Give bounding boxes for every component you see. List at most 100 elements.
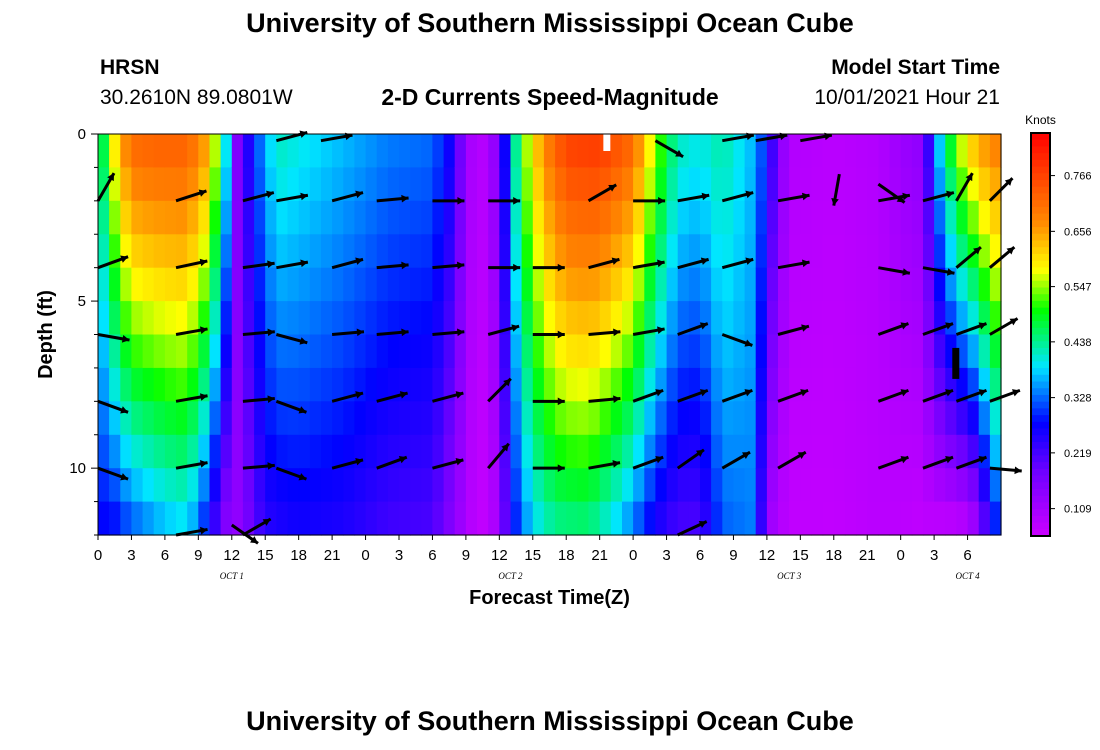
heatmap-cell bbox=[633, 267, 645, 302]
heatmap-cell bbox=[187, 301, 199, 336]
heatmap-cell bbox=[332, 267, 344, 302]
heatmap-cell bbox=[622, 367, 634, 402]
heatmap-cell bbox=[309, 401, 322, 436]
heatmap-cell bbox=[176, 234, 188, 269]
heatmap-cell bbox=[254, 401, 266, 436]
heatmap-cell bbox=[332, 301, 344, 336]
heatmap-cell bbox=[700, 468, 712, 503]
heatmap-cell bbox=[800, 434, 812, 469]
heatmap-cell bbox=[610, 134, 623, 168]
heatmap-cell bbox=[599, 401, 612, 436]
heatmap-cell bbox=[555, 334, 567, 369]
heatmap-cell bbox=[410, 134, 422, 168]
heatmap-cell bbox=[700, 367, 712, 402]
heatmap-cell bbox=[956, 200, 969, 235]
colorbar-swatch bbox=[1031, 341, 1050, 349]
x-tick-label: 12 bbox=[759, 547, 776, 564]
heatmap-cell bbox=[109, 367, 121, 402]
heatmap-cell bbox=[577, 134, 590, 168]
current-arrowhead bbox=[121, 335, 130, 343]
heatmap-cell bbox=[309, 367, 322, 402]
heatmap-cell bbox=[198, 234, 210, 269]
heatmap-cell bbox=[688, 234, 701, 269]
heatmap-cell bbox=[265, 200, 277, 235]
heatmap-cell bbox=[432, 401, 445, 436]
heatmap-cell bbox=[677, 434, 690, 469]
x-tick-label: 3 bbox=[930, 547, 938, 564]
heatmap-cell bbox=[376, 501, 389, 536]
heatmap-cell bbox=[677, 267, 690, 302]
heatmap-cell bbox=[131, 267, 144, 302]
heatmap-cell bbox=[465, 334, 478, 369]
heatmap-cell bbox=[867, 468, 879, 503]
heatmap-cell bbox=[443, 468, 456, 503]
heatmap-cell bbox=[354, 200, 367, 235]
heatmap-cell bbox=[532, 234, 545, 269]
heatmap-cell bbox=[844, 468, 857, 503]
heatmap-cell bbox=[911, 134, 924, 168]
heatmap-cell bbox=[98, 301, 110, 336]
heatmap-cell bbox=[677, 167, 690, 202]
heatmap-cell bbox=[967, 401, 980, 436]
heatmap-cell bbox=[343, 334, 355, 369]
heatmap-cell bbox=[577, 468, 590, 503]
heatmap-cell bbox=[599, 501, 612, 536]
heatmap-cell bbox=[399, 501, 411, 536]
heatmap-cell bbox=[722, 301, 734, 336]
heatmap-cell bbox=[231, 434, 244, 469]
heatmap-cell bbox=[276, 401, 289, 436]
heatmap-cell bbox=[465, 234, 478, 269]
heatmap-cell bbox=[142, 301, 155, 336]
heatmap-cell bbox=[923, 234, 935, 269]
heatmap-cell bbox=[677, 200, 690, 235]
heatmap-cell bbox=[432, 468, 445, 503]
heatmap-cell bbox=[421, 234, 433, 269]
heatmap-cell bbox=[811, 134, 824, 168]
heatmap-cell bbox=[700, 267, 712, 302]
heatmap-cell bbox=[622, 234, 634, 269]
heatmap-cell bbox=[644, 234, 656, 269]
heatmap-cell bbox=[209, 267, 222, 302]
heatmap-cell bbox=[332, 501, 344, 536]
heatmap-cell bbox=[176, 401, 188, 436]
heatmap-cell bbox=[432, 200, 445, 235]
heatmap-cell bbox=[700, 401, 712, 436]
heatmap-cell bbox=[644, 468, 656, 503]
heatmap-cell bbox=[343, 501, 355, 536]
colorbar-swatch bbox=[1031, 166, 1050, 174]
heatmap-cell bbox=[688, 200, 701, 235]
current-arrowhead bbox=[267, 395, 275, 403]
heatmap-cell bbox=[878, 301, 891, 336]
heatmap-cell bbox=[153, 334, 166, 369]
heatmap-cell bbox=[844, 200, 857, 235]
heatmap-cell bbox=[967, 200, 980, 235]
heatmap-cell bbox=[231, 167, 244, 202]
heatmap-cell bbox=[889, 167, 902, 202]
heatmap-cell bbox=[633, 501, 645, 536]
heatmap-cell bbox=[443, 401, 456, 436]
heatmap-cell bbox=[733, 200, 746, 235]
heatmap-cell bbox=[153, 267, 166, 302]
heatmap-cell bbox=[956, 234, 969, 269]
heatmap-cell bbox=[465, 134, 478, 168]
current-arrowhead bbox=[701, 192, 710, 201]
heatmap-cell bbox=[744, 367, 757, 402]
colorbar bbox=[1030, 132, 1051, 537]
heatmap-cell bbox=[332, 367, 344, 402]
heatmap-cell bbox=[209, 501, 222, 536]
current-arrowhead bbox=[902, 192, 910, 201]
heatmap-cell bbox=[321, 200, 333, 235]
heatmap-cell bbox=[833, 501, 846, 536]
heatmap-cell bbox=[889, 267, 902, 302]
heatmap-cell bbox=[722, 134, 734, 168]
heatmap-cell bbox=[934, 334, 946, 369]
heatmap-cell bbox=[521, 200, 534, 235]
heatmap-cell bbox=[688, 167, 701, 202]
heatmap-cell bbox=[432, 334, 445, 369]
current-arrowhead bbox=[455, 391, 464, 399]
heatmap-cell bbox=[276, 501, 289, 536]
heatmap-cell bbox=[655, 401, 668, 436]
heatmap-cell bbox=[800, 468, 812, 503]
heatmap-cell bbox=[298, 134, 311, 168]
current-arrowhead bbox=[745, 190, 754, 199]
